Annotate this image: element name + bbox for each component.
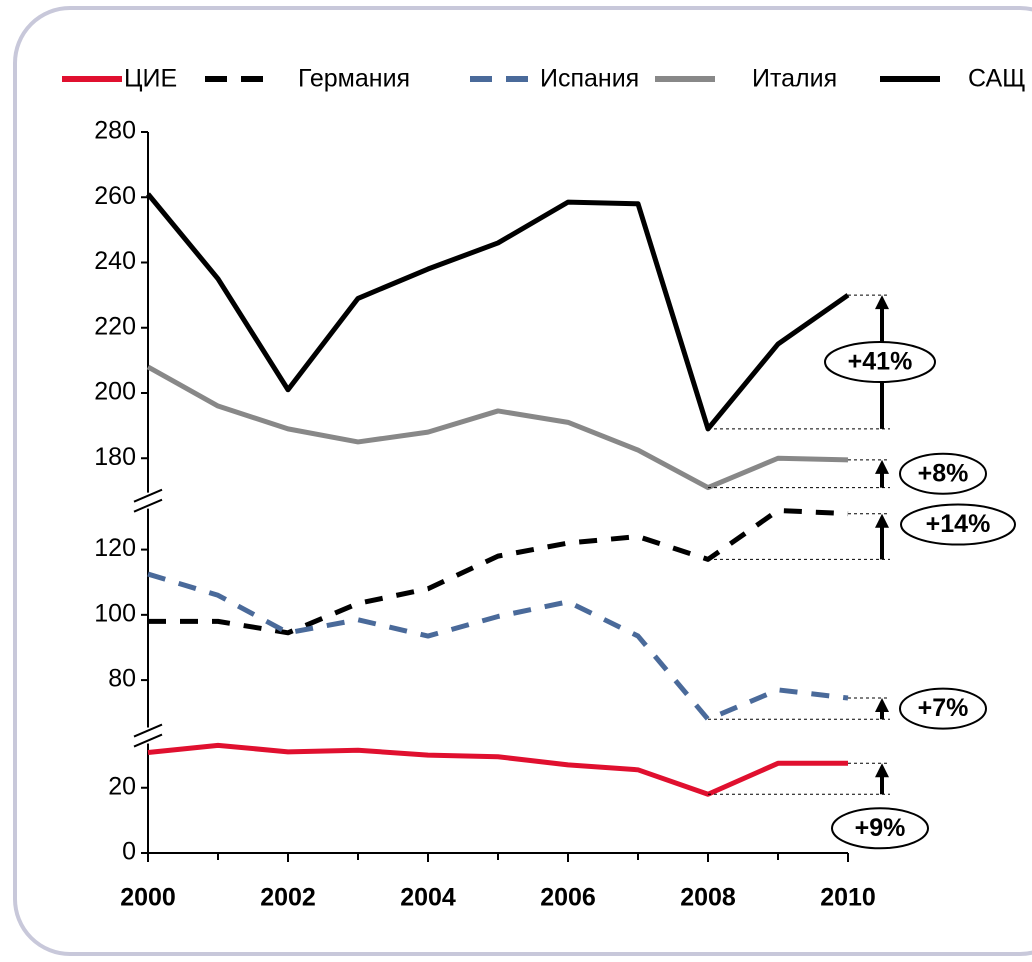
- arrow-head: [875, 459, 889, 474]
- series-line: [146, 364, 849, 491]
- annotation-bubble: [824, 341, 936, 384]
- y-tick-label: 240: [94, 247, 136, 275]
- annotation-bubble: [899, 687, 987, 730]
- y-tick-label: 120: [94, 534, 136, 562]
- series-line: [147, 571, 849, 722]
- frame: [13, 6, 1032, 956]
- x-tick-label: 2002: [260, 884, 316, 912]
- annotation-label: +9%: [855, 814, 906, 842]
- axis-break: [133, 723, 163, 738]
- annotation-bubble: [900, 503, 1016, 546]
- annotation-label: +7%: [918, 694, 969, 722]
- y-tick-label: 20: [108, 772, 136, 800]
- axis-break: [133, 498, 163, 513]
- arrow-head: [875, 763, 889, 778]
- x-tick-label: 2004: [400, 884, 456, 912]
- x-tick-label: 2008: [680, 884, 736, 912]
- y-tick-label: 100: [94, 599, 136, 627]
- y-tick-label: 260: [94, 182, 136, 210]
- y-tick-label: 220: [94, 312, 136, 340]
- annotation-bubble: [899, 452, 987, 495]
- annotation-label: +14%: [926, 510, 991, 538]
- y-tick-label: 180: [94, 443, 136, 471]
- x-tick-label: 2010: [820, 884, 876, 912]
- arrow-head: [875, 698, 889, 713]
- y-tick-label: 200: [94, 378, 136, 406]
- axis-break: [133, 488, 163, 503]
- series-line: [148, 507, 849, 636]
- annotation-label: +41%: [848, 348, 913, 376]
- y-tick-label: 80: [108, 665, 136, 693]
- legend-label: САЩ: [968, 65, 1026, 93]
- legend-label: Испания: [540, 65, 639, 93]
- legend-label: ЦИЕ: [124, 65, 177, 93]
- series-line: [147, 742, 848, 797]
- annotation-label: +8%: [918, 459, 969, 487]
- annotation-bubble: [831, 807, 929, 850]
- arrow-head: [875, 295, 889, 310]
- series-line: [146, 192, 850, 432]
- legend-label: Германия: [298, 65, 410, 93]
- arrow-head: [875, 513, 889, 528]
- y-tick-label: 0: [122, 838, 136, 866]
- legend-label: Италия: [752, 65, 837, 93]
- y-tick-label: 280: [94, 117, 136, 145]
- x-tick-label: 2000: [120, 884, 176, 912]
- x-tick-label: 2006: [540, 884, 596, 912]
- axis-break: [133, 733, 163, 748]
